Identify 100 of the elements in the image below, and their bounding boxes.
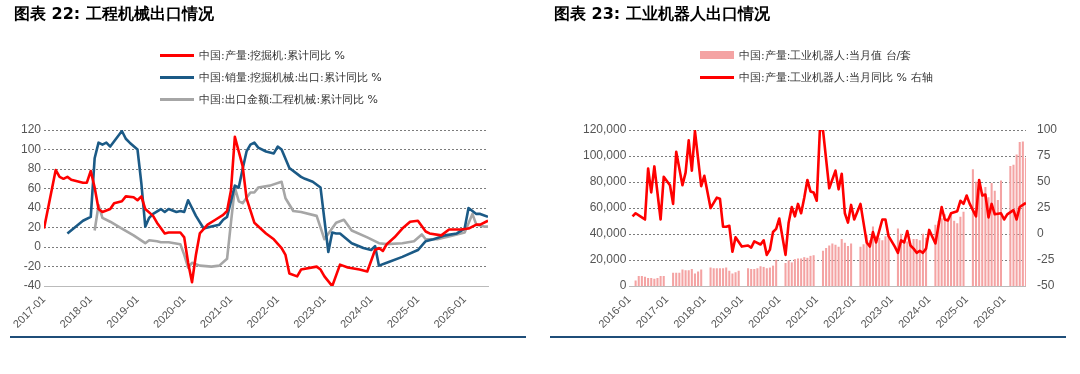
bar — [659, 276, 662, 287]
bar — [643, 276, 647, 287]
bar — [687, 270, 690, 287]
y2-tick-label: 50 — [1036, 174, 1051, 189]
y2-tick-label: 0 — [1036, 226, 1044, 241]
legend-label: 中国:出口金额:工程机械:累计同比 % — [199, 91, 379, 107]
y-tick-label: -20 — [23, 258, 42, 273]
bar — [828, 245, 831, 287]
legend-label: 中国:产量:工业机器人:当月值 台/套 — [739, 47, 912, 63]
bar — [850, 243, 853, 287]
bar — [672, 272, 675, 287]
bar — [634, 280, 637, 287]
bar — [650, 277, 653, 287]
bar — [803, 257, 806, 287]
bar — [662, 276, 665, 287]
bar — [653, 278, 656, 287]
bar — [971, 169, 974, 287]
bar — [812, 255, 815, 287]
bar — [640, 276, 643, 287]
bar — [775, 259, 778, 287]
bar — [999, 180, 1003, 287]
bar — [959, 216, 962, 287]
bar — [759, 266, 762, 287]
bar — [909, 243, 912, 287]
bar — [734, 272, 737, 287]
bar — [718, 268, 721, 287]
chart-title: 图表 22: 工程机械出口情况 — [14, 4, 214, 25]
bar — [825, 248, 828, 287]
bar — [784, 263, 787, 287]
bar — [793, 259, 796, 287]
y-tick-label: 80 — [27, 161, 42, 176]
bar — [846, 246, 850, 287]
y2-tick-label: 100 — [1036, 122, 1058, 137]
bar — [831, 243, 834, 287]
y-tick-label: 80,000 — [589, 174, 627, 189]
bar — [737, 270, 740, 287]
y-tick-label: 60,000 — [589, 200, 627, 215]
bar — [1009, 166, 1012, 287]
bar — [731, 273, 734, 287]
bar — [834, 244, 837, 287]
y-tick-label: 100,000 — [582, 148, 627, 163]
bar — [675, 272, 678, 287]
bar — [921, 233, 924, 287]
bar — [843, 242, 846, 287]
bar — [762, 266, 765, 287]
bar — [747, 268, 750, 287]
y2-tick-label: 75 — [1036, 148, 1051, 163]
y-tick-label: 60 — [27, 180, 42, 195]
bar — [881, 240, 884, 287]
bar — [950, 212, 953, 287]
bar — [840, 238, 843, 287]
bar — [681, 269, 684, 287]
bar — [806, 257, 809, 287]
bar — [690, 268, 693, 287]
bar — [990, 183, 993, 287]
bar — [709, 267, 712, 287]
bar — [859, 246, 862, 287]
y-tick-label: 0 — [619, 278, 627, 293]
y2-tick-label: -50 — [1036, 278, 1055, 293]
y-tick-label: -40 — [23, 278, 42, 293]
bar — [753, 268, 756, 287]
y-tick-label: 120,000 — [582, 122, 627, 137]
bar — [637, 276, 640, 287]
y-tick-label: 40,000 — [589, 226, 627, 241]
legend-label: 中国:产量:挖掘机:累计同比 % — [199, 47, 346, 63]
bar — [697, 271, 700, 287]
chart-title: 图表 23: 工业机器人出口情况 — [554, 4, 770, 25]
bar — [728, 270, 731, 287]
bar — [787, 260, 790, 287]
legend-label: 中国:产量:工业机器人:当月同比 % 右轴 — [739, 69, 933, 85]
legend-label: 中国:销量:挖掘机械:出口:累计同比 % — [199, 69, 382, 85]
bar — [725, 267, 728, 287]
bar — [647, 277, 650, 287]
bar — [821, 250, 825, 287]
bar — [693, 273, 696, 287]
bar — [700, 269, 703, 287]
bar — [750, 268, 753, 287]
bar — [800, 258, 803, 287]
bar — [809, 255, 812, 287]
bar — [712, 268, 715, 287]
bar — [656, 277, 659, 287]
bar — [768, 267, 771, 287]
bar — [1018, 142, 1021, 287]
bar — [756, 268, 759, 287]
y-tick-label: 20 — [27, 219, 42, 234]
y-tick-label: 120 — [20, 122, 42, 137]
bar — [796, 258, 800, 287]
bar — [684, 270, 687, 287]
bar — [943, 214, 946, 287]
bar — [765, 268, 768, 287]
y2-tick-label: 25 — [1036, 200, 1051, 215]
bar — [962, 211, 965, 287]
bar — [715, 268, 718, 287]
y-tick-label: 0 — [34, 239, 42, 254]
bar — [1021, 141, 1024, 287]
y2-tick-label: -25 — [1036, 252, 1055, 267]
bar — [790, 262, 793, 287]
y-tick-label: 40 — [27, 200, 42, 215]
y-tick-label: 100 — [20, 141, 42, 156]
bar — [678, 272, 681, 287]
